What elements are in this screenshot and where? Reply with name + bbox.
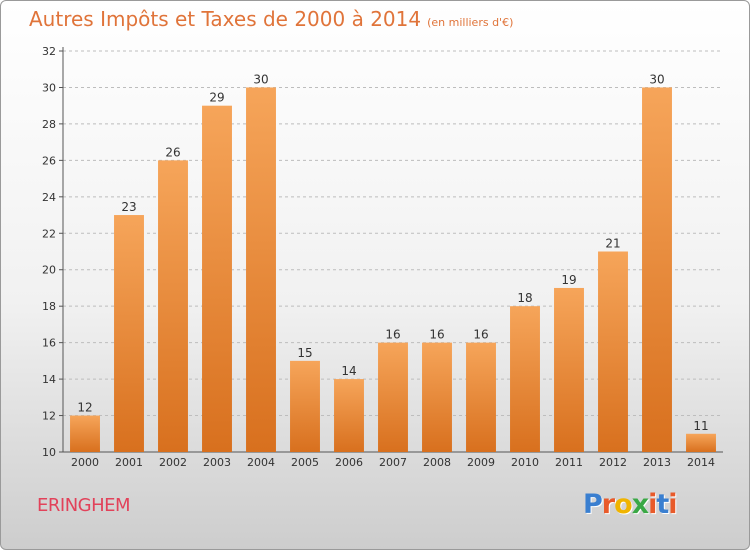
data-label: 26: [165, 145, 180, 159]
x-tick-label: 2009: [467, 456, 495, 469]
data-label: 15: [297, 346, 312, 360]
labels: 10 12 14 16 18 20 22 24 26 28 30 32 2000 12 2001 23 2002…: [42, 45, 715, 469]
data-label: 30: [649, 72, 664, 86]
bar-2007: [378, 342, 408, 452]
bar-2002: [158, 160, 188, 452]
x-tick-label: 2003: [203, 456, 231, 469]
bar-2008: [422, 342, 452, 452]
x-tick-label: 2006: [335, 456, 363, 469]
x-tick-label: 2010: [511, 456, 539, 469]
logo-letter: o: [614, 489, 633, 520]
x-tick-label: 2005: [291, 456, 319, 469]
data-label: 30: [253, 72, 268, 86]
bars: [70, 87, 716, 453]
logo-letter: i: [648, 489, 657, 520]
y-tick-label: 30: [42, 81, 56, 94]
bar-2000: [70, 415, 100, 452]
proxiti-logo: Proxiti: [583, 489, 678, 520]
y-tick-label: 20: [42, 264, 56, 277]
y-tick-label: 14: [42, 373, 56, 386]
y-tick-label: 10: [42, 446, 56, 459]
bar-2004: [246, 87, 276, 453]
chart-subtitle: (en milliers d'€): [427, 16, 514, 29]
data-label: 21: [605, 237, 620, 251]
bar-2005: [290, 360, 320, 452]
logo-letter: t: [656, 489, 669, 520]
y-tick-label: 16: [42, 337, 56, 350]
logo-letter: r: [601, 489, 615, 520]
chart-title-block: Autres Impôts et Taxes de 2000 à 2014 (en…: [29, 7, 513, 31]
bar-2012: [598, 251, 628, 452]
chart-title: Autres Impôts et Taxes de 2000 à 2014: [29, 7, 422, 31]
location-name: ERINGHEM: [37, 495, 131, 516]
bar-2001: [114, 215, 144, 452]
data-label: 18: [517, 291, 532, 305]
data-label: 11: [693, 419, 708, 433]
x-tick-label: 2001: [115, 456, 143, 469]
x-tick-label: 2011: [555, 456, 583, 469]
x-tick-label: 2004: [247, 456, 275, 469]
logo-letter: x: [631, 489, 649, 520]
data-label: 23: [121, 200, 136, 214]
y-tick-label: 24: [42, 191, 56, 204]
x-tick-label: 2002: [159, 456, 187, 469]
y-tick-label: 32: [42, 45, 56, 58]
bar-2013: [642, 87, 672, 453]
data-label: 16: [473, 328, 488, 342]
x-tick-label: 2013: [643, 456, 671, 469]
y-tick-label: 18: [42, 300, 56, 313]
data-label: 14: [341, 364, 356, 378]
y-tick-label: 28: [42, 118, 56, 131]
logo-letter: P: [583, 489, 603, 520]
bar-2010: [510, 306, 540, 452]
x-tick-label: 2007: [379, 456, 407, 469]
bar-2011: [554, 287, 584, 452]
data-label: 19: [561, 273, 576, 287]
y-tick-label: 22: [42, 227, 56, 240]
data-label: 16: [429, 328, 444, 342]
bar-2009: [466, 342, 496, 452]
bar-2006: [334, 379, 364, 452]
y-tick-label: 26: [42, 154, 56, 167]
x-tick-label: 2012: [599, 456, 627, 469]
bar-2014: [686, 433, 716, 452]
data-label: 12: [77, 401, 92, 415]
x-tick-label: 2008: [423, 456, 451, 469]
y-tick-label: 12: [42, 410, 56, 423]
data-label: 29: [209, 91, 224, 105]
bar-2003: [202, 105, 232, 452]
data-label: 16: [385, 328, 400, 342]
logo-letter: i: [668, 489, 677, 520]
x-tick-label: 2014: [687, 456, 715, 469]
x-tick-label: 2000: [71, 456, 99, 469]
